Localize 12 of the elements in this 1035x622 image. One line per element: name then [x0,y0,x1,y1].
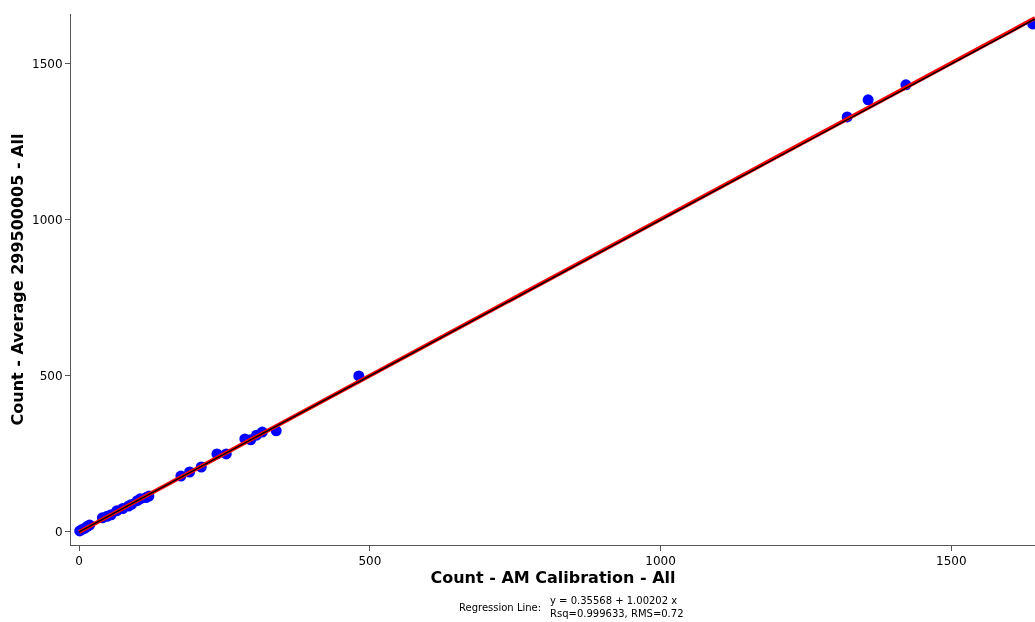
text: Regression Line: [459,602,542,613]
y-tick-label: 1000 [32,213,63,228]
x-tick-label: 500 [358,554,382,569]
y-tick-label: 1500 [32,57,63,72]
y-tick-label: 500 [39,369,63,384]
x-tick-label: 1500 [936,554,967,569]
x-axis-title: Count - AM Calibration - All [430,568,676,588]
text: y = 0.35568 + 1.00202 x Rsq=0.999633, RMS=0.72 [550,595,684,619]
x-tick-label: 0 [75,554,83,569]
y-axis-title: Count - Average 299500005 - All [7,133,27,426]
y-tick-label: 0 [54,525,63,540]
x-tick-label: 1000 [645,554,676,569]
